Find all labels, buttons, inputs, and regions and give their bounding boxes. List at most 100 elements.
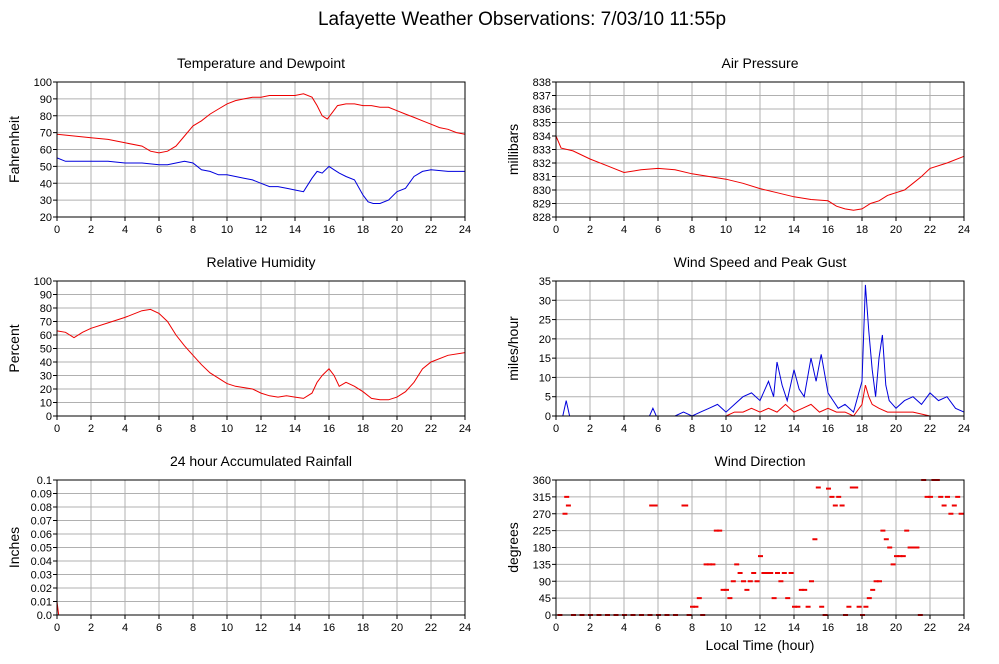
y-tick-label: 315 bbox=[533, 492, 551, 504]
x-tick-label: 2 bbox=[587, 224, 593, 236]
data-point bbox=[741, 580, 746, 583]
series-line-1 bbox=[56, 308, 466, 401]
data-point bbox=[907, 546, 913, 549]
x-tick-label: 0 bbox=[54, 224, 60, 236]
y-tick-label: 835 bbox=[533, 118, 551, 130]
y-tick-label: 90 bbox=[40, 290, 52, 302]
data-point bbox=[941, 504, 947, 507]
x-tick-label: 12 bbox=[754, 224, 766, 236]
y-tick-label: 30 bbox=[40, 195, 52, 207]
x-tick-label: 2 bbox=[587, 622, 593, 634]
y-tick-label: 837 bbox=[533, 91, 551, 103]
chart-title: Temperature and Dewpoint bbox=[177, 55, 345, 71]
data-point bbox=[890, 563, 896, 566]
data-point bbox=[900, 555, 906, 558]
x-tick-label: 10 bbox=[720, 224, 732, 236]
y-tick-label: 830 bbox=[533, 185, 551, 197]
chart-panels: 0 2 4 6 8 10 12 14 16 18 20 22 242030405060708090100… bbox=[6, 55, 970, 634]
x-tick-label: 8 bbox=[689, 622, 695, 634]
data-point bbox=[894, 555, 899, 558]
x-tick-label: 8 bbox=[190, 224, 196, 236]
data-point bbox=[562, 512, 568, 515]
y-tick-label: 30 bbox=[40, 371, 52, 383]
x-tick-label: 20 bbox=[890, 224, 902, 236]
y-tick-label: 70 bbox=[40, 128, 52, 140]
y-tick-label: 40 bbox=[40, 178, 52, 190]
data-point bbox=[734, 563, 740, 566]
chart-rain: 0 2 4 6 8 10 12 14 16 18 20 22 240.00.010.020.030.04… bbox=[6, 453, 471, 634]
x-tick-label: 14 bbox=[788, 224, 800, 236]
data-point bbox=[703, 563, 709, 566]
data-point bbox=[958, 512, 964, 515]
x-tick-label: 4 bbox=[621, 423, 627, 435]
x-tick-label: 24 bbox=[459, 423, 471, 435]
y-tick-label: 834 bbox=[533, 131, 551, 143]
x-tick-label: 8 bbox=[190, 622, 196, 634]
y-tick-label: 20 bbox=[40, 384, 52, 396]
x-tick-label: 12 bbox=[255, 423, 267, 435]
y-tick-label: 80 bbox=[40, 303, 52, 315]
y-tick-label: 70 bbox=[40, 317, 52, 329]
data-point bbox=[730, 580, 736, 583]
data-point bbox=[727, 597, 733, 600]
data-point bbox=[724, 588, 729, 591]
y-tick-label: 0.05 bbox=[31, 543, 52, 555]
x-tick-label: 16 bbox=[323, 622, 335, 634]
x-tick-label: 0 bbox=[553, 224, 559, 236]
y-tick-label: 829 bbox=[533, 199, 551, 211]
x-tick-label: 12 bbox=[255, 224, 267, 236]
y-tick-label: 135 bbox=[533, 559, 551, 571]
data-point bbox=[798, 588, 804, 591]
data-point bbox=[707, 563, 712, 566]
y-tick-label: 10 bbox=[539, 372, 551, 384]
data-point bbox=[649, 504, 655, 507]
y-axis-label: millibars bbox=[505, 124, 521, 175]
x-tick-label: 0 bbox=[54, 622, 60, 634]
x-tick-label: 16 bbox=[323, 224, 335, 236]
y-tick-label: 836 bbox=[533, 104, 551, 116]
y-tick-label: 180 bbox=[533, 543, 551, 555]
x-tick-label: 6 bbox=[156, 224, 162, 236]
y-tick-label: 0.04 bbox=[31, 556, 52, 568]
data-point bbox=[720, 588, 726, 591]
data-point bbox=[652, 504, 658, 507]
data-point bbox=[795, 605, 801, 608]
data-point bbox=[802, 588, 808, 591]
series-line-1 bbox=[56, 93, 466, 154]
data-point bbox=[849, 486, 855, 489]
y-tick-label: 360 bbox=[533, 475, 551, 487]
data-point bbox=[846, 605, 852, 608]
y-tick-label: 832 bbox=[533, 158, 551, 170]
chart-wind: 0 2 4 6 8 10 12 14 16 18 20 22 2405101520253035Wind … bbox=[505, 254, 970, 435]
x-tick-label: 18 bbox=[856, 622, 868, 634]
data-point bbox=[911, 546, 916, 549]
x-tick-label: 22 bbox=[924, 224, 936, 236]
x-tick-label: 14 bbox=[289, 622, 301, 634]
data-point bbox=[565, 504, 571, 507]
x-tick-label: 6 bbox=[655, 423, 661, 435]
y-axis-label: Percent bbox=[6, 324, 22, 372]
y-tick-label: 0.09 bbox=[31, 489, 52, 501]
data-point bbox=[754, 580, 760, 583]
x-tick-label: 4 bbox=[621, 224, 627, 236]
data-point bbox=[883, 538, 889, 541]
x-tick-label: 0 bbox=[553, 423, 559, 435]
chart-title: Wind Direction bbox=[714, 453, 805, 469]
y-tick-label: 90 bbox=[539, 576, 551, 588]
y-tick-label: 0 bbox=[545, 610, 551, 622]
y-axis-label: degrees bbox=[505, 522, 521, 573]
x-tick-label: 2 bbox=[88, 224, 94, 236]
x-axis-label: Local Time (hour) bbox=[706, 637, 815, 653]
y-tick-label: 10 bbox=[40, 398, 52, 410]
data-point bbox=[768, 572, 774, 574]
x-tick-label: 4 bbox=[122, 423, 128, 435]
data-point bbox=[928, 495, 933, 498]
x-tick-label: 2 bbox=[88, 423, 94, 435]
x-tick-label: 6 bbox=[156, 423, 162, 435]
x-tick-label: 18 bbox=[357, 423, 369, 435]
data-point bbox=[924, 495, 930, 498]
data-point bbox=[690, 605, 695, 608]
x-tick-label: 20 bbox=[890, 622, 902, 634]
data-point bbox=[870, 588, 876, 591]
